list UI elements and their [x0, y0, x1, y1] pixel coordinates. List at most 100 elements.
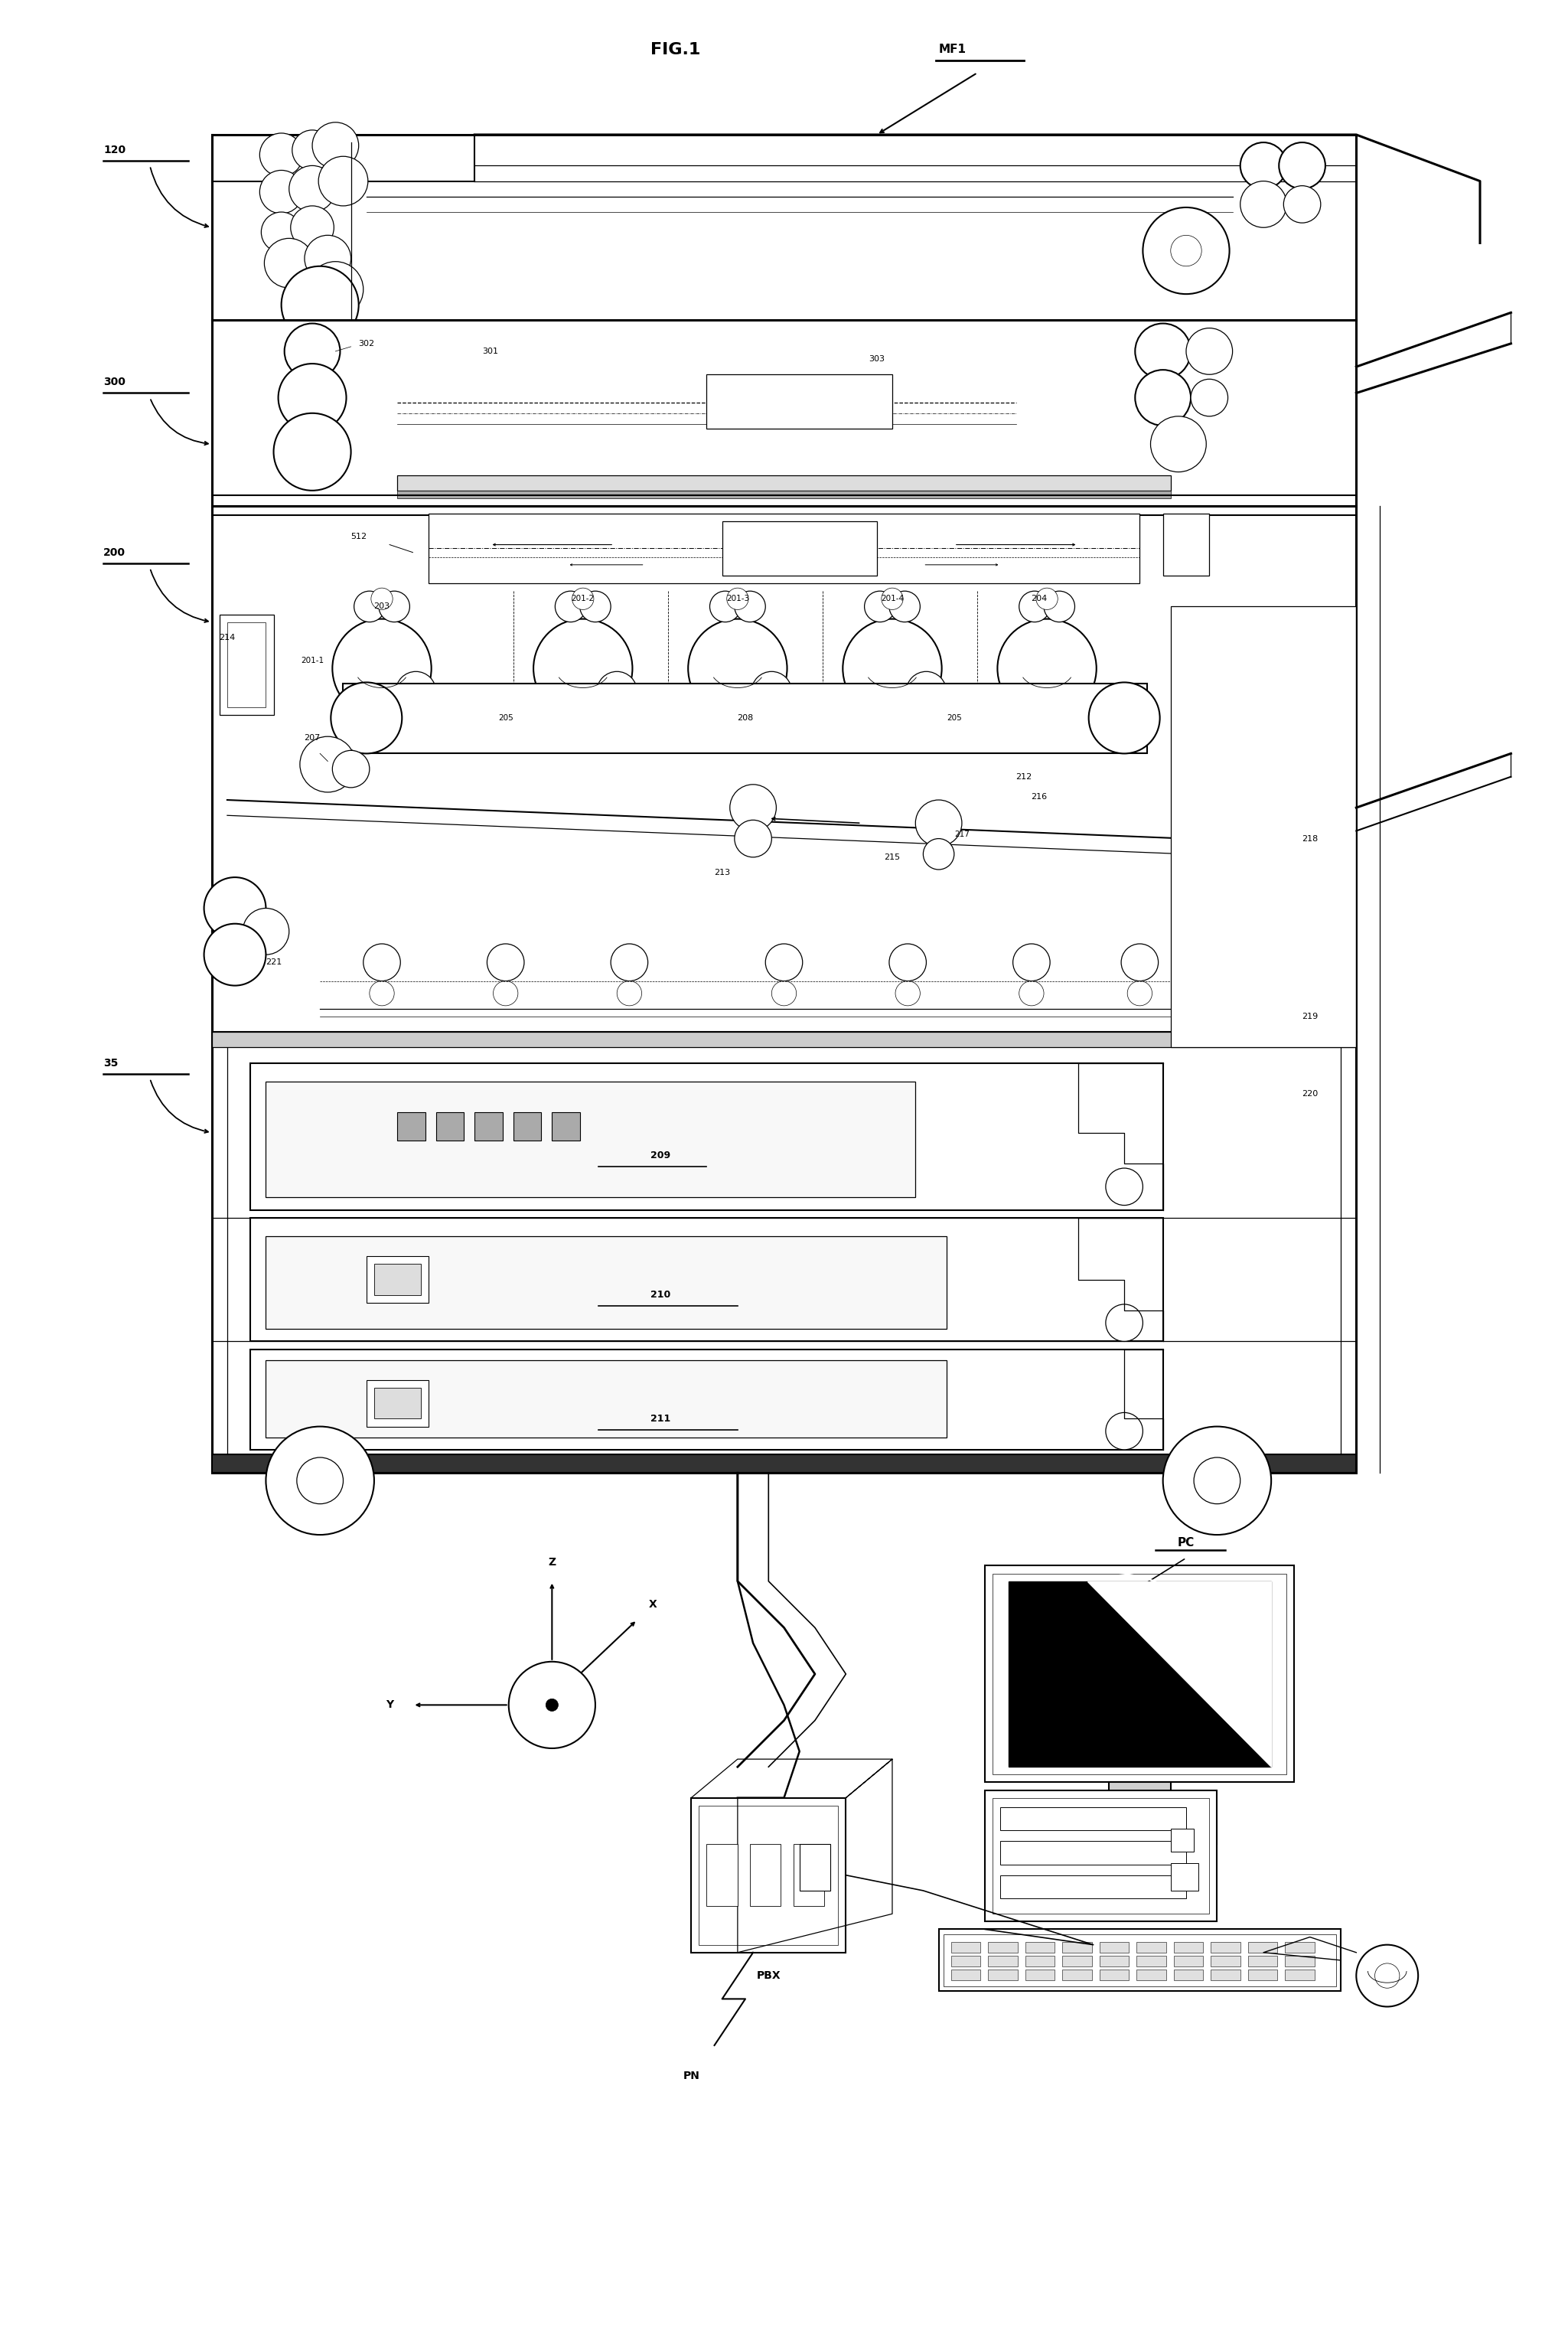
Circle shape [1242, 1105, 1264, 1129]
Circle shape [1267, 1166, 1295, 1194]
Bar [1025, 1969, 1055, 1980]
Bar [699, 1806, 839, 1945]
Text: 200: 200 [103, 547, 125, 558]
Circle shape [1239, 1080, 1267, 1108]
Text: 204: 204 [1032, 596, 1047, 603]
Bar [985, 1566, 1295, 1782]
Circle shape [1270, 1191, 1292, 1212]
Circle shape [1210, 1166, 1239, 1194]
Circle shape [281, 265, 359, 344]
Text: 203: 203 [373, 603, 390, 610]
Circle shape [1295, 1166, 1322, 1194]
Bar [1137, 1969, 1167, 1980]
Bar [1171, 607, 1356, 1047]
Circle shape [1193, 1457, 1240, 1503]
Circle shape [1127, 982, 1152, 1005]
Text: 211: 211 [651, 1415, 670, 1424]
Bar [397, 1112, 425, 1140]
Bar [375, 1264, 420, 1296]
Circle shape [1105, 1412, 1143, 1450]
Circle shape [379, 591, 409, 621]
Text: 209: 209 [651, 1152, 670, 1161]
Bar [1163, 514, 1209, 575]
Circle shape [1210, 1080, 1239, 1108]
Circle shape [906, 673, 947, 712]
Bar [993, 1799, 1209, 1913]
Text: 300: 300 [103, 377, 125, 389]
Circle shape [278, 363, 347, 433]
Circle shape [1143, 207, 1229, 293]
Bar [691, 1799, 845, 1952]
Circle shape [1151, 417, 1206, 472]
Circle shape [1270, 1105, 1292, 1129]
Circle shape [1375, 1964, 1400, 1987]
Bar [1210, 1955, 1240, 1966]
Circle shape [688, 619, 787, 719]
Circle shape [533, 619, 632, 719]
Circle shape [1185, 328, 1232, 375]
Text: 201-2: 201-2 [571, 596, 594, 603]
Circle shape [307, 261, 364, 316]
Text: 35: 35 [103, 1056, 118, 1068]
Circle shape [597, 673, 637, 712]
Bar [1171, 1864, 1198, 1890]
Text: 205: 205 [947, 714, 961, 721]
Circle shape [924, 838, 955, 870]
Bar [707, 1845, 737, 1906]
Circle shape [1225, 768, 1256, 800]
Circle shape [729, 784, 776, 831]
Text: 201-4: 201-4 [881, 596, 903, 603]
Bar [985, 1789, 1217, 1922]
Circle shape [290, 205, 334, 249]
Circle shape [1135, 323, 1190, 379]
Circle shape [312, 123, 359, 170]
Bar [1286, 1955, 1314, 1966]
Bar [1109, 1782, 1171, 1822]
Circle shape [1214, 1015, 1236, 1036]
Text: 212: 212 [1016, 773, 1032, 780]
Circle shape [895, 982, 920, 1005]
Text: 207: 207 [304, 735, 320, 742]
Text: 210: 210 [651, 1289, 670, 1301]
Text: PN: PN [682, 2071, 699, 2083]
Bar [1099, 1941, 1129, 1952]
Bar [227, 1040, 1341, 1457]
Bar [723, 521, 877, 575]
Bar [251, 1217, 1163, 1340]
Bar [707, 375, 892, 428]
Bar [267, 1082, 916, 1198]
Bar [1174, 1941, 1203, 1952]
Bar [1286, 1941, 1314, 1952]
Circle shape [332, 749, 370, 787]
Text: PC: PC [1178, 1536, 1195, 1547]
Bar [1000, 1841, 1185, 1864]
Text: 302: 302 [359, 340, 375, 347]
Bar [988, 1941, 1018, 1952]
Circle shape [395, 673, 436, 712]
Bar [212, 321, 1356, 505]
Bar [1063, 1822, 1217, 1845]
Bar [513, 1112, 541, 1140]
Circle shape [889, 945, 927, 982]
Circle shape [1225, 800, 1256, 831]
Text: 512: 512 [351, 533, 367, 540]
Circle shape [364, 945, 400, 982]
Bar [375, 1387, 420, 1419]
Circle shape [751, 673, 792, 712]
Bar [988, 1955, 1018, 1966]
Circle shape [296, 1457, 343, 1503]
Circle shape [734, 819, 771, 856]
Bar [993, 1573, 1287, 1776]
Bar [952, 1941, 980, 1952]
Bar [952, 1955, 980, 1966]
Circle shape [1242, 1191, 1264, 1212]
Circle shape [734, 591, 765, 621]
Bar [428, 514, 1140, 584]
Circle shape [1190, 379, 1228, 417]
Circle shape [260, 170, 303, 214]
Bar [1000, 1808, 1185, 1831]
Circle shape [1240, 182, 1287, 228]
Bar [212, 1031, 1356, 1473]
Circle shape [916, 800, 961, 847]
Circle shape [331, 682, 401, 754]
